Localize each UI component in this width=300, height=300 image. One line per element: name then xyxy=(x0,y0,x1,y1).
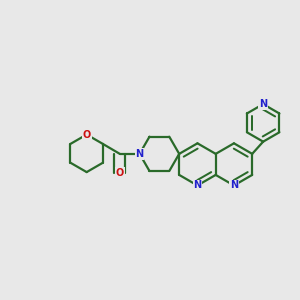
Text: O: O xyxy=(82,130,91,140)
Text: N: N xyxy=(230,181,238,190)
Text: N: N xyxy=(194,181,202,190)
Text: O: O xyxy=(116,168,124,178)
Text: N: N xyxy=(136,149,144,159)
Text: N: N xyxy=(259,99,267,109)
